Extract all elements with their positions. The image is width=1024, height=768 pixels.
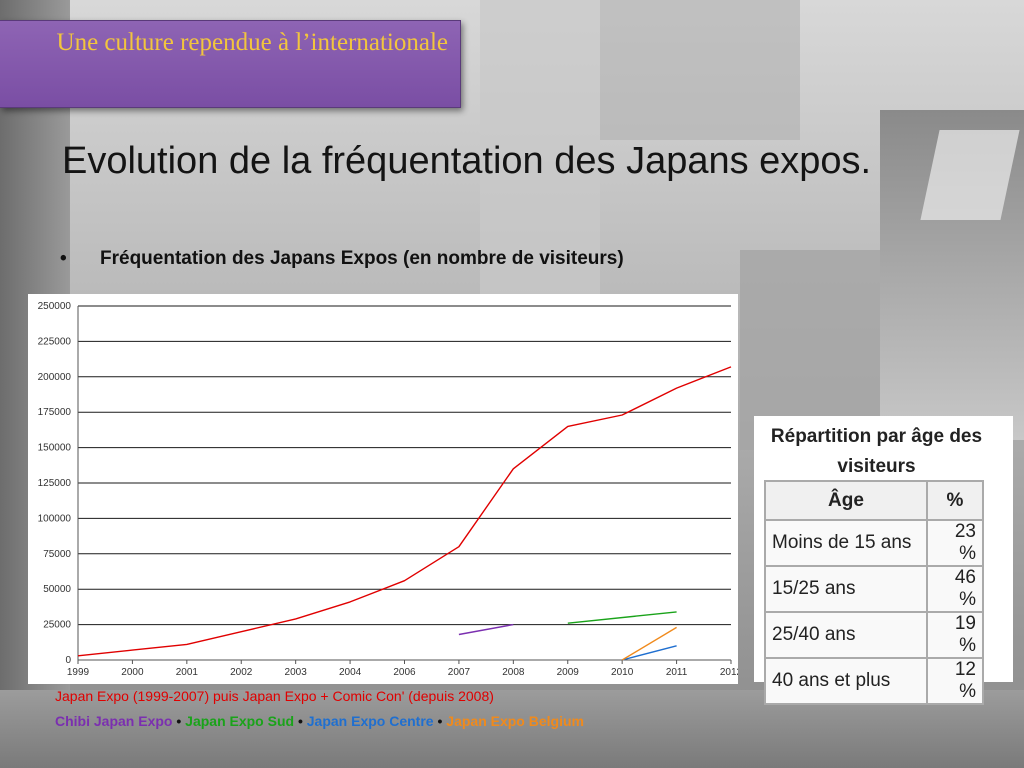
- age-pct: 23 %: [926, 519, 984, 567]
- bullet-text: Fréquentation des Japans Expos (en nombr…: [100, 248, 624, 269]
- x-tick-label: 2009: [557, 667, 580, 678]
- y-tick-label: 175000: [38, 407, 72, 418]
- y-tick-label: 150000: [38, 443, 72, 454]
- legend-belgium: Japan Expo Belgium: [446, 713, 584, 729]
- bullet-dot: •: [60, 248, 67, 269]
- legend-centre: Japan Expo Centre: [306, 713, 434, 729]
- x-tick-label: 2003: [285, 667, 308, 678]
- x-tick-label: 2006: [393, 667, 416, 678]
- age-pct: 12 %: [926, 657, 984, 705]
- x-tick-label: 2002: [230, 667, 253, 678]
- y-tick-label: 0: [65, 655, 71, 666]
- building-silhouette: [480, 0, 600, 300]
- age-label: Moins de 15 ans: [764, 519, 928, 567]
- section-title-banner: Une culture rependue à l’internationale: [0, 20, 461, 108]
- x-tick-label: 1999: [67, 667, 90, 678]
- y-tick-label: 200000: [38, 372, 72, 383]
- chart-svg: 0 25000 50000 75000 100000 125000 150000 175000…: [38, 301, 738, 678]
- table-header-pct: %: [926, 480, 984, 521]
- y-tick-label: 225000: [38, 336, 72, 347]
- x-tick-label: 2011: [666, 667, 688, 678]
- y-tick-label: 100000: [38, 513, 72, 524]
- attendance-chart: 0 25000 50000 75000 100000 125000 150000 175000…: [28, 294, 738, 684]
- age-label: 25/40 ans: [764, 611, 928, 659]
- age-pct: 46 %: [926, 565, 984, 613]
- table-row: 40 ans et plus 12 %: [764, 657, 984, 705]
- age-table: Âge % Moins de 15 ans 23 % 15/25 ans 46 …: [764, 480, 984, 705]
- series-line-centre: [622, 645, 677, 661]
- table-header-age: Âge: [764, 480, 928, 521]
- age-pct: 19 %: [926, 611, 984, 659]
- section-title: Une culture rependue à l’internationale: [56, 29, 448, 56]
- series-line-main: [77, 366, 732, 657]
- bullet-item: • Fréquentation des Japans Expos (en nomb…: [60, 248, 624, 270]
- age-label: 40 ans et plus: [764, 657, 928, 705]
- x-tick-label: 2012: [720, 667, 738, 678]
- legend-chibi: Chibi Japan Expo: [55, 713, 173, 729]
- slide-heading: Evolution de la fréquentation des Japans…: [62, 140, 872, 182]
- y-tick-label: 75000: [43, 549, 71, 560]
- x-tick-label: 2004: [339, 667, 362, 678]
- legend-separator: •: [433, 713, 447, 729]
- table-row: Moins de 15 ans 23 %: [764, 519, 984, 567]
- table-row: 15/25 ans 46 %: [764, 565, 984, 613]
- series-line-chibi: [458, 623, 514, 636]
- legend-separator: •: [294, 713, 307, 729]
- age-table-caption: Répartition par âge des visiteurs: [770, 426, 983, 477]
- y-tick-label: 50000: [43, 584, 71, 595]
- series-line-belgium: [621, 626, 677, 661]
- table-row: 25/40 ans 19 %: [764, 611, 984, 659]
- table-header-row: Âge %: [764, 480, 984, 521]
- legend-other-series: Chibi Japan Expo • Japan Expo Sud • Japa…: [55, 713, 584, 729]
- y-tick-label: 125000: [38, 478, 72, 489]
- building-silhouette: [600, 0, 800, 140]
- x-tick-label: 2010: [611, 667, 634, 678]
- legend-separator: •: [172, 713, 186, 729]
- legend-sud: Japan Expo Sud: [185, 713, 295, 729]
- y-tick-label: 25000: [43, 620, 71, 631]
- x-tick-label: 2008: [502, 667, 525, 678]
- age-distribution-panel: Répartition par âge des visiteurs Âge % …: [754, 416, 1013, 705]
- legend-main-series: Japan Expo (1999-2007) puis Japan Expo +…: [55, 688, 494, 704]
- x-tick-label: 2007: [448, 667, 471, 678]
- series-line-sud: [567, 611, 677, 624]
- x-tick-label: 2001: [176, 667, 199, 678]
- age-label: 15/25 ans: [764, 565, 928, 613]
- x-tick-label: 2000: [121, 667, 144, 678]
- y-tick-label: 250000: [38, 301, 72, 312]
